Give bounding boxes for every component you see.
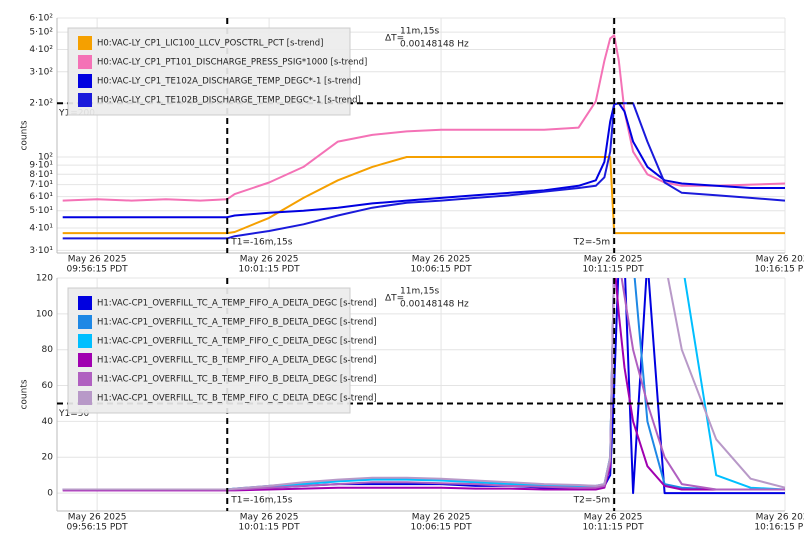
y-tick-label: 7·10¹ — [29, 180, 53, 190]
x-tick-label: May 26 2025 — [584, 255, 643, 265]
x-tick-label: May 26 2025 — [756, 513, 804, 523]
x-tick-label: 10:01:15 PDT — [239, 265, 301, 275]
legend-label: H1:VAC-CP1_OVERFILL_TC_B_TEMP_FIFO_A_DEL… — [97, 356, 377, 366]
delta-freq: 0.00148148 Hz — [400, 300, 469, 310]
x-tick-label: 09:56:15 PDT — [67, 265, 129, 275]
y-tick-label: 6·10² — [29, 14, 53, 24]
x-tick-label: 10:01:15 PDT — [239, 523, 301, 533]
y-tick-label: 80 — [42, 345, 54, 355]
y-tick-label: 60 — [42, 381, 54, 391]
x-tick-label: 10:16:15 PDT — [754, 265, 804, 275]
cursor-label: T1=-16m,15s — [230, 496, 293, 506]
legend-label: H1:VAC-CP1_OVERFILL_TC_B_TEMP_FIFO_B_DEL… — [97, 375, 377, 385]
y-tick-label: 40 — [42, 417, 54, 427]
legend-label: H0:VAC-LY_CP1_TE102B_DISCHARGE_TEMP_DEGC… — [97, 96, 361, 106]
y-tick-label: 8·10¹ — [29, 170, 53, 180]
y-tick-label: 3·10¹ — [29, 246, 53, 256]
y-axis-label: counts — [20, 379, 30, 409]
delta-time: 11m,15s — [400, 287, 440, 297]
y-tick-label: 4·10² — [29, 45, 53, 55]
series-line — [62, 102, 785, 240]
x-tick-label: May 26 2025 — [412, 255, 471, 265]
cursor-label: T2=-5m — [573, 496, 611, 506]
series-line — [62, 34, 785, 202]
x-tick-label: May 26 2025 — [240, 513, 299, 523]
y-tick-label: 100 — [36, 309, 53, 319]
x-tick-label: 10:06:15 PDT — [410, 523, 472, 533]
delta-label: ΔT= — [385, 294, 404, 304]
legend-label: H1:VAC-CP1_OVERFILL_TC_A_TEMP_FIFO_C_DEL… — [97, 337, 377, 347]
x-tick-label: May 26 2025 — [68, 513, 127, 523]
y-tick-label: 120 — [36, 274, 53, 284]
cursor-label: Y1=50 — [58, 409, 89, 419]
x-tick-label: 10:06:15 PDT — [410, 265, 472, 275]
legend-swatch — [78, 93, 92, 107]
x-tick-label: May 26 2025 — [68, 255, 127, 265]
delta-freq: 0.00148148 Hz — [400, 40, 469, 50]
legend-label: H0:VAC-LY_CP1_LIC100_LLCV_POSCTRL_PCT [s… — [97, 39, 323, 49]
series-line — [62, 278, 785, 491]
y-tick-label: 4·10¹ — [29, 224, 53, 234]
delta-label: ΔT= — [385, 34, 404, 44]
delta-time: 11m,15s — [400, 27, 440, 37]
y-tick-label: 2·10² — [29, 99, 53, 109]
legend-swatch — [78, 353, 92, 367]
legend-box — [67, 287, 351, 414]
series-line — [62, 102, 785, 219]
x-tick-label: 09:56:15 PDT — [67, 523, 129, 533]
legend-swatch — [78, 55, 92, 69]
y-tick-label: 10² — [38, 152, 53, 162]
y-tick-label: 3·10² — [29, 67, 53, 77]
legend-swatch — [78, 315, 92, 329]
legend-swatch — [78, 391, 92, 405]
cursor-label: T1=-16m,15s — [230, 238, 293, 248]
x-tick-label: May 26 2025 — [756, 255, 804, 265]
legend: H1:VAC-CP1_OVERFILL_TC_A_TEMP_FIFO_A_DEL… — [67, 287, 377, 414]
legend-swatch — [78, 334, 92, 348]
legend-label: H1:VAC-CP1_OVERFILL_TC_A_TEMP_FIFO_A_DEL… — [97, 299, 377, 309]
legend-box — [67, 27, 351, 116]
y-tick-label: 0 — [47, 489, 53, 499]
x-tick-label: May 26 2025 — [584, 513, 643, 523]
legend-swatch — [78, 36, 92, 50]
legend-label: H0:VAC-LY_CP1_TE102A_DISCHARGE_TEMP_DEGC… — [97, 77, 361, 87]
legend-swatch — [78, 296, 92, 310]
legend-label: H0:VAC-LY_CP1_PT101_DISCHARGE_PRESS_PSIG… — [97, 58, 367, 68]
y-tick-label: 9·10¹ — [29, 161, 53, 171]
x-tick-label: May 26 2025 — [412, 513, 471, 523]
legend-label: H1:VAC-CP1_OVERFILL_TC_A_TEMP_FIFO_B_DEL… — [97, 318, 377, 328]
y-tick-label: 5·10¹ — [29, 206, 53, 216]
y-axis-label: counts — [20, 120, 30, 150]
x-tick-label: May 26 2025 — [240, 255, 299, 265]
legend: H0:VAC-LY_CP1_LIC100_LLCV_POSCTRL_PCT [s… — [67, 27, 367, 116]
x-tick-label: 10:11:15 PDT — [582, 265, 644, 275]
y-tick-label: 6·10¹ — [29, 192, 53, 202]
cursor-label: T2=-5m — [573, 238, 611, 248]
legend-label: H1:VAC-CP1_OVERFILL_TC_B_TEMP_FIFO_C_DEL… — [97, 394, 377, 404]
x-tick-label: 10:11:15 PDT — [582, 523, 644, 533]
y-tick-label: 5·10² — [29, 28, 53, 38]
y-tick-label: 20 — [42, 453, 54, 463]
legend-swatch — [78, 74, 92, 88]
x-tick-label: 10:16:15 PDT — [754, 523, 804, 533]
series-line — [62, 156, 785, 235]
legend-swatch — [78, 372, 92, 386]
